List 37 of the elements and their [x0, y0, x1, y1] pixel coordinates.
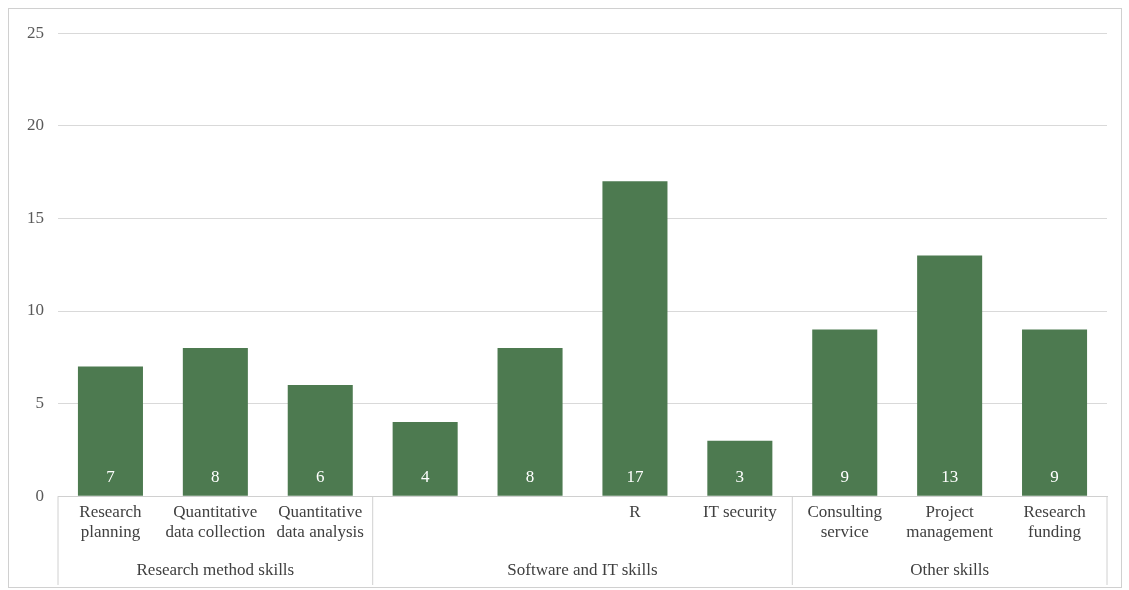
data-label: 9	[1050, 466, 1059, 486]
data-label: 6	[316, 466, 325, 486]
data-label: 9	[840, 466, 849, 486]
data-label: 3	[735, 466, 745, 486]
data-label: 4	[420, 466, 430, 486]
text: Research method skills	[136, 560, 295, 580]
bar	[287, 385, 353, 496]
bar	[182, 348, 248, 496]
x-tick-label: Quantitative data analysis	[276, 501, 364, 542]
bar	[707, 440, 773, 496]
x-tick-label: Research planning	[79, 501, 143, 542]
text: Other skills	[910, 560, 990, 580]
data-label: 17	[626, 466, 644, 486]
bar	[602, 181, 668, 496]
bar	[1022, 329, 1088, 496]
x-tick-label: R	[629, 501, 642, 521]
bar	[77, 366, 143, 496]
y-tick-label: 20	[27, 115, 44, 135]
y-tick-label: 0	[35, 485, 44, 505]
x-tick-label: IT security	[702, 501, 778, 521]
y-tick-label: 15	[27, 207, 44, 227]
x-tick-label: Project management	[906, 501, 994, 542]
bar	[917, 255, 983, 496]
y-tick-label: 10	[27, 300, 44, 320]
data-label: 13	[941, 466, 959, 486]
x-tick-label: Consulting service	[807, 501, 883, 542]
data-label: 8	[525, 466, 535, 486]
x-tick-label: Quantitative data collection	[165, 501, 266, 542]
x-tick-label: Research funding	[1023, 501, 1087, 542]
text: Software and IT skills	[507, 560, 658, 580]
bar	[497, 348, 563, 496]
bar	[392, 422, 458, 496]
y-tick-label: 5	[35, 393, 44, 413]
data-label: 8	[211, 466, 220, 486]
data-label: 7	[106, 466, 116, 486]
bar	[812, 329, 878, 496]
y-tick-label: 25	[27, 22, 44, 42]
